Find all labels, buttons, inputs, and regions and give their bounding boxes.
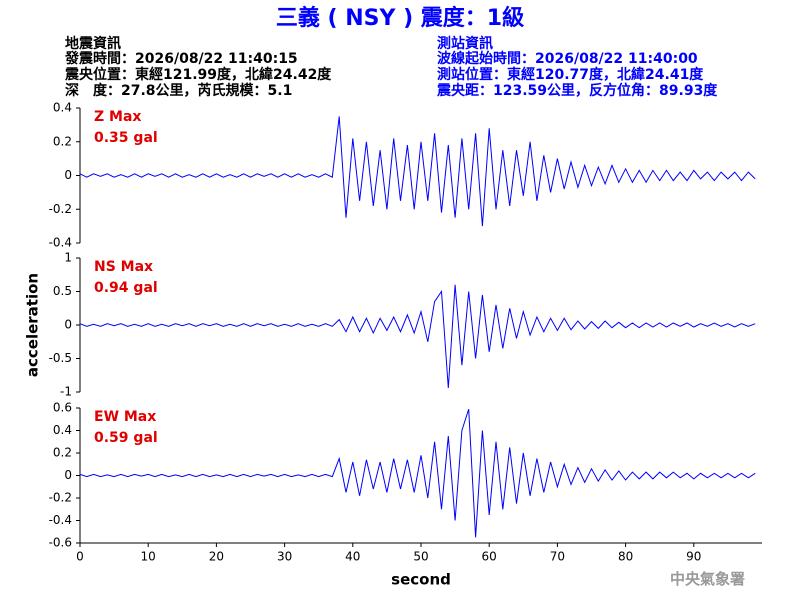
y-tick-label: -0.5 [49,351,72,365]
y-tick-label: -0.6 [49,536,72,550]
waveform [79,284,756,389]
annotation: EW Max [94,409,156,425]
annotation: 0.35 gal [94,130,158,146]
x-tick-label: 50 [413,550,428,564]
annotation: 0.59 gal [94,430,158,446]
x-tick-label: 10 [141,550,156,564]
station-line: 震央距：123.59公里，反方位角：89.93度 [436,82,718,99]
waveform [79,116,756,227]
y-tick-label: 0.2 [53,134,72,148]
annotation: Z Max [94,109,141,125]
y-tick-label: 0.6 [53,401,72,415]
y-tick-label: 0 [64,318,72,332]
x-tick-label: 90 [686,550,701,564]
x-tick-label: 30 [277,550,292,564]
y-tick-label: -1 [60,385,72,399]
y-axis-label: acceleration [24,273,42,377]
y-tick-label: 0.2 [53,446,72,460]
x-tick-label: 80 [618,550,633,564]
y-tick-label: 0 [64,168,72,182]
waveform [79,408,756,538]
annotation: 0.94 gal [94,280,158,296]
info-line: 發震時間：2026/08/22 11:40:15 [64,50,298,67]
y-tick-label: -0.4 [49,236,72,250]
x-tick-label: 40 [345,550,360,564]
x-tick-label: 0 [76,550,84,564]
x-tick-label: 60 [482,550,497,564]
y-tick-label: 0.4 [53,101,72,115]
x-tick-label: 70 [550,550,565,564]
info-line: 地震資訊 [65,35,121,52]
y-tick-label: 0 [64,468,72,482]
x-axis-label: second [391,571,451,589]
info-line: 震央位置：東經121.99度，北緯24.42度 [64,66,332,83]
station-line: 測站位置：東經120.77度，北緯24.41度 [437,66,704,83]
station-line: 測站資訊 [437,35,493,52]
footer: 中央氣象署 [670,570,745,588]
info-line: 深 度：27.8公里，芮氏規模：5.1 [65,82,292,99]
annotation: NS Max [94,259,153,275]
chart-title: 三義 ( NSY ) 震度：1級 [276,5,524,31]
x-tick-label: 20 [209,550,224,564]
y-tick-label: 0.4 [53,423,72,437]
y-tick-label: -0.4 [49,513,72,527]
y-tick-label: -0.2 [49,202,72,216]
y-tick-label: 0.5 [53,284,72,298]
y-tick-label: 1 [64,251,72,265]
y-tick-label: -0.2 [49,491,72,505]
station-line: 波線起始時間：2026/08/22 11:40:00 [437,50,698,67]
